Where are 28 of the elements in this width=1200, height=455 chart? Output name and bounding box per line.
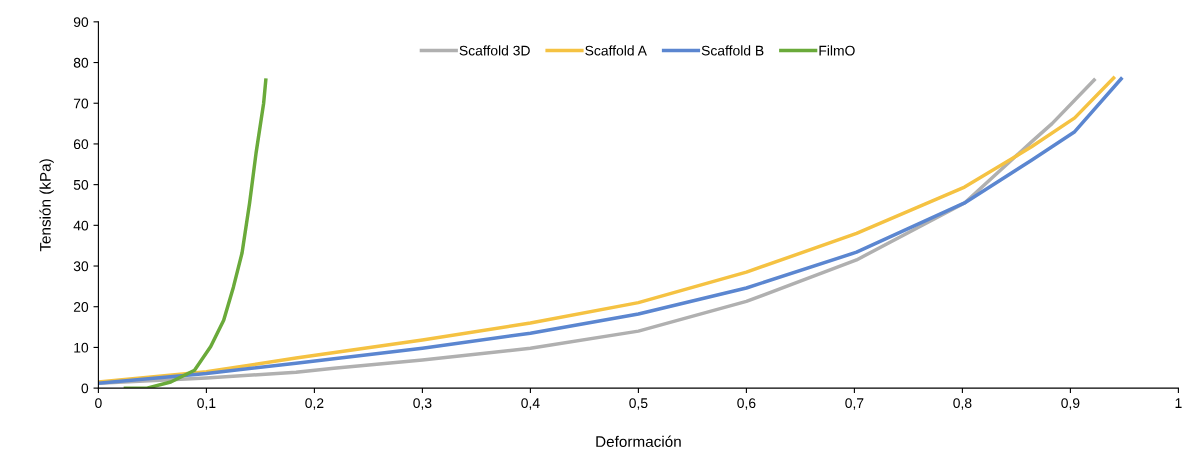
x-tick-label: 0,8 (953, 398, 972, 410)
y-tick-label: 90 (73, 17, 89, 28)
x-tick-label: 0 (95, 398, 102, 409)
x-tick-label: 0,1 (197, 398, 216, 410)
y-tick-label: 70 (73, 98, 89, 109)
y-tick-label: 50 (73, 179, 89, 190)
y-tick-label: 10 (74, 342, 89, 353)
line-series (123, 78, 268, 389)
x-tick-label: 0,5 (629, 398, 648, 410)
x-tick-label: 0,9 (1061, 398, 1080, 410)
y-tick-label: 20 (73, 302, 89, 312)
x-tick-label: 0,7 (845, 398, 864, 410)
x-tick-label: 0,4 (521, 398, 540, 410)
legend-label: Scaffold A (585, 45, 647, 56)
y-tick-label: 0 (81, 383, 89, 394)
x-tick-label: 0,2 (305, 398, 324, 410)
x-tick-label: 0,3 (413, 398, 432, 410)
y-tick-label: 30 (73, 261, 89, 272)
y-axis-title: Tensión (kPa) (39, 159, 54, 252)
legend-label: Scaffold 3D (459, 45, 530, 56)
legend-label: FilmO (819, 45, 855, 56)
legend-label: Scaffold B (701, 45, 764, 56)
x-tick-label: 1 (1175, 398, 1182, 408)
x-axis-title: Deformación (596, 435, 681, 448)
x-tick-label: 0,6 (737, 398, 756, 410)
y-tick-label: 40 (73, 220, 89, 231)
y-tick-label: 80 (73, 57, 89, 68)
y-tick-label: 60 (73, 139, 89, 150)
